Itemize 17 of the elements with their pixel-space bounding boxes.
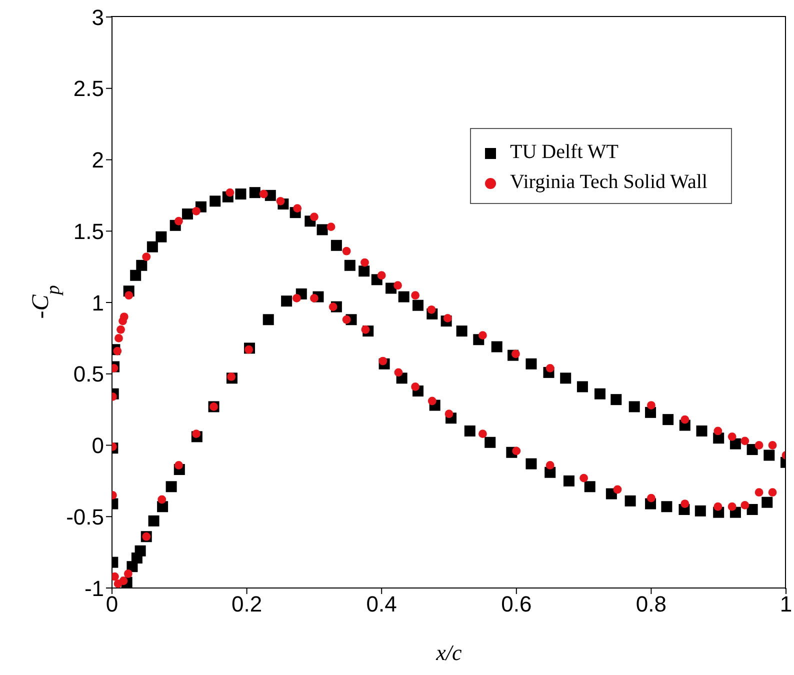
x-tick-label: 1	[780, 592, 792, 617]
y-tick-label: 3	[92, 4, 104, 30]
y-tick-label: -1	[84, 576, 104, 601]
y-tick-label: 1.5	[73, 218, 104, 244]
x-tick-label: 0.2	[232, 592, 262, 617]
y-tick-label: -0.5	[66, 504, 104, 530]
y-tick-label: 2	[92, 148, 104, 173]
x-tick-label: 0.6	[501, 592, 532, 617]
y-tick-label: 2.5	[73, 76, 104, 102]
legend-label: TU Delft WT	[510, 141, 618, 163]
x-tick-label: 0.8	[636, 592, 666, 617]
x-tick-label: 0.4	[366, 592, 397, 617]
y-tick-label: 0	[92, 433, 104, 458]
legend-label: Virginia Tech Solid Wall	[510, 171, 708, 193]
y-tick-label: 0.5	[73, 362, 104, 387]
y-tick-label: 1	[92, 290, 104, 316]
x-axis-title: x/c	[435, 640, 462, 665]
